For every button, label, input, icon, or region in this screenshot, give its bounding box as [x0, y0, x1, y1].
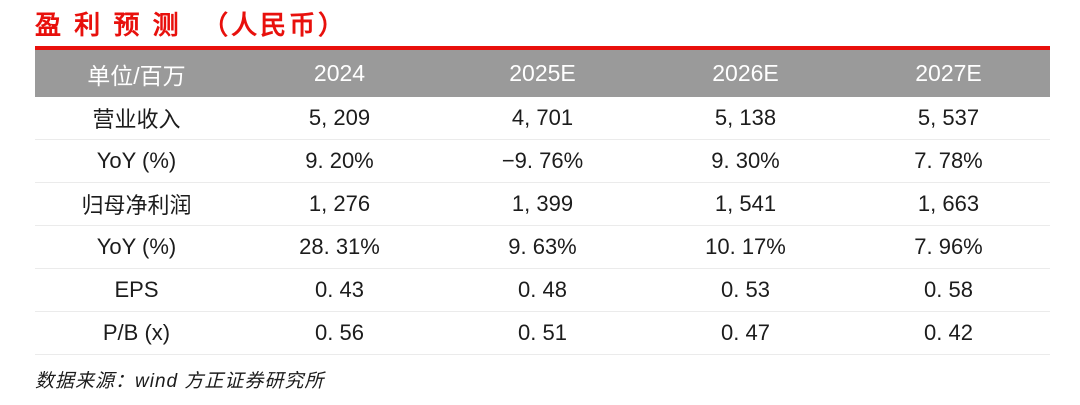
table-body: 营业收入 5, 209 4, 701 5, 138 5, 537 YoY (%)…	[35, 97, 1050, 355]
header-cell-2027e: 2027E	[847, 50, 1050, 97]
cell-value: 0. 42	[847, 311, 1050, 355]
table-row-eps: EPS 0. 43 0. 48 0. 53 0. 58	[35, 268, 1050, 312]
row-label: 归母净利润	[35, 182, 238, 226]
cell-value: −9. 76%	[441, 139, 644, 183]
title-underline	[35, 46, 1050, 50]
exhibit-content: 盈 利 预 测 （人民币） 单位/百万 2024 2025E 2026E 202…	[35, 8, 1050, 393]
table-header-row: 单位/百万 2024 2025E 2026E 2027E	[35, 50, 1050, 97]
profit-forecast-table: 单位/百万 2024 2025E 2026E 2027E 营业收入 5, 209…	[35, 50, 1050, 355]
row-label: P/B (x)	[35, 311, 238, 355]
cell-value: 5, 209	[238, 97, 441, 140]
table-row-revenue-yoy: YoY (%) 9. 20% −9. 76% 9. 30% 7. 78%	[35, 139, 1050, 183]
cell-value: 0. 56	[238, 311, 441, 355]
cell-value: 1, 276	[238, 182, 441, 226]
table-row-net-profit-yoy: YoY (%) 28. 31% 9. 63% 10. 17% 7. 96%	[35, 225, 1050, 269]
cell-value: 9. 20%	[238, 139, 441, 183]
header-cell-2025e: 2025E	[441, 50, 644, 97]
source-note: 数据来源：wind 方正证券研究所	[35, 371, 325, 392]
cell-value: 7. 96%	[847, 225, 1050, 269]
header-cell-2024: 2024	[238, 50, 441, 97]
page-title: 盈 利 预 测 （人民币）	[35, 10, 348, 40]
row-label: 营业收入	[35, 97, 238, 140]
row-label: EPS	[35, 268, 238, 312]
cell-value: 9. 30%	[644, 139, 847, 183]
cell-value: 9. 63%	[441, 225, 644, 269]
table-row-pb: P/B (x) 0. 56 0. 51 0. 47 0. 42	[35, 311, 1050, 355]
cell-value: 0. 58	[847, 268, 1050, 312]
cell-value: 28. 31%	[238, 225, 441, 269]
cell-value: 1, 541	[644, 182, 847, 226]
cell-value: 7. 78%	[847, 139, 1050, 183]
header-cell-2026e: 2026E	[644, 50, 847, 97]
cell-value: 0. 51	[441, 311, 644, 355]
header-cell-unit: 单位/百万	[35, 50, 238, 97]
cell-value: 10. 17%	[644, 225, 847, 269]
cell-value: 0. 47	[644, 311, 847, 355]
cell-value: 0. 53	[644, 268, 847, 312]
cell-value: 0. 43	[238, 268, 441, 312]
cell-value: 1, 399	[441, 182, 644, 226]
cell-value: 5, 537	[847, 97, 1050, 140]
table-row-net-profit: 归母净利润 1, 276 1, 399 1, 541 1, 663	[35, 182, 1050, 226]
row-label: YoY (%)	[35, 139, 238, 183]
cell-value: 5, 138	[644, 97, 847, 140]
cell-value: 4, 701	[441, 97, 644, 140]
table-header: 单位/百万 2024 2025E 2026E 2027E	[35, 50, 1050, 97]
row-label: YoY (%)	[35, 225, 238, 269]
cell-value: 1, 663	[847, 182, 1050, 226]
table-row-revenue: 营业收入 5, 209 4, 701 5, 138 5, 537	[35, 97, 1050, 140]
cell-value: 0. 48	[441, 268, 644, 312]
